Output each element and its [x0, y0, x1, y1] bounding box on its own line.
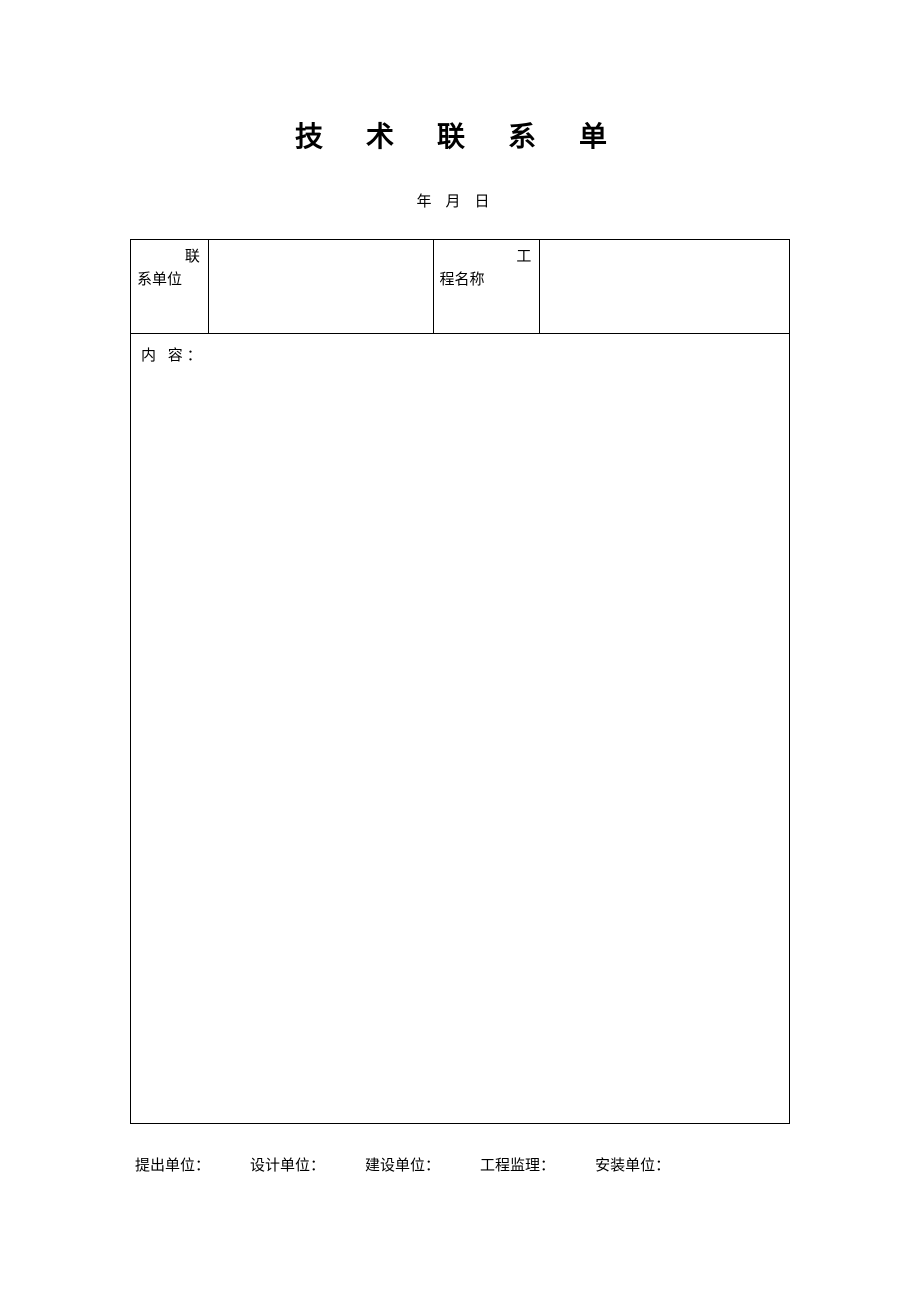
contact-unit-label-cell: 联 系单位 — [131, 240, 209, 334]
project-name-value-cell — [540, 240, 790, 334]
footer-installer: 安装单位： — [595, 1154, 670, 1175]
page-container: 技 术 联 系 单 年月日 联 系单位 工 程名称 内 容： 提出单位： 设计单… — [0, 0, 920, 1302]
contact-unit-value-cell — [208, 240, 433, 334]
footer-proposer: 提出单位： — [135, 1154, 210, 1175]
header-row: 联 系单位 工 程名称 — [131, 240, 790, 334]
project-name-label-cell: 工 程名称 — [433, 240, 540, 334]
contact-unit-rest-chars: 系单位 — [137, 269, 202, 292]
form-table: 联 系单位 工 程名称 内 容： — [130, 239, 790, 1124]
contact-unit-first-char: 联 — [137, 246, 202, 269]
project-name-first-char: 工 — [440, 246, 534, 269]
content-row: 内 容： — [131, 334, 790, 1124]
year-label: 年 — [416, 194, 445, 210]
day-label: 日 — [475, 194, 504, 210]
project-name-rest-chars: 程名称 — [440, 269, 534, 292]
content-cell: 内 容： — [131, 334, 790, 1124]
document-title: 技 术 联 系 单 — [0, 0, 920, 155]
content-label: 内 容： — [141, 348, 206, 364]
date-line: 年月日 — [0, 190, 920, 211]
footer-designer: 设计单位： — [250, 1154, 325, 1175]
footer-supervisor: 工程监理： — [480, 1154, 555, 1175]
month-label: 月 — [445, 194, 474, 210]
footer-line: 提出单位： 设计单位： 建设单位： 工程监理： 安装单位： — [130, 1154, 790, 1175]
footer-builder: 建设单位： — [365, 1154, 440, 1175]
